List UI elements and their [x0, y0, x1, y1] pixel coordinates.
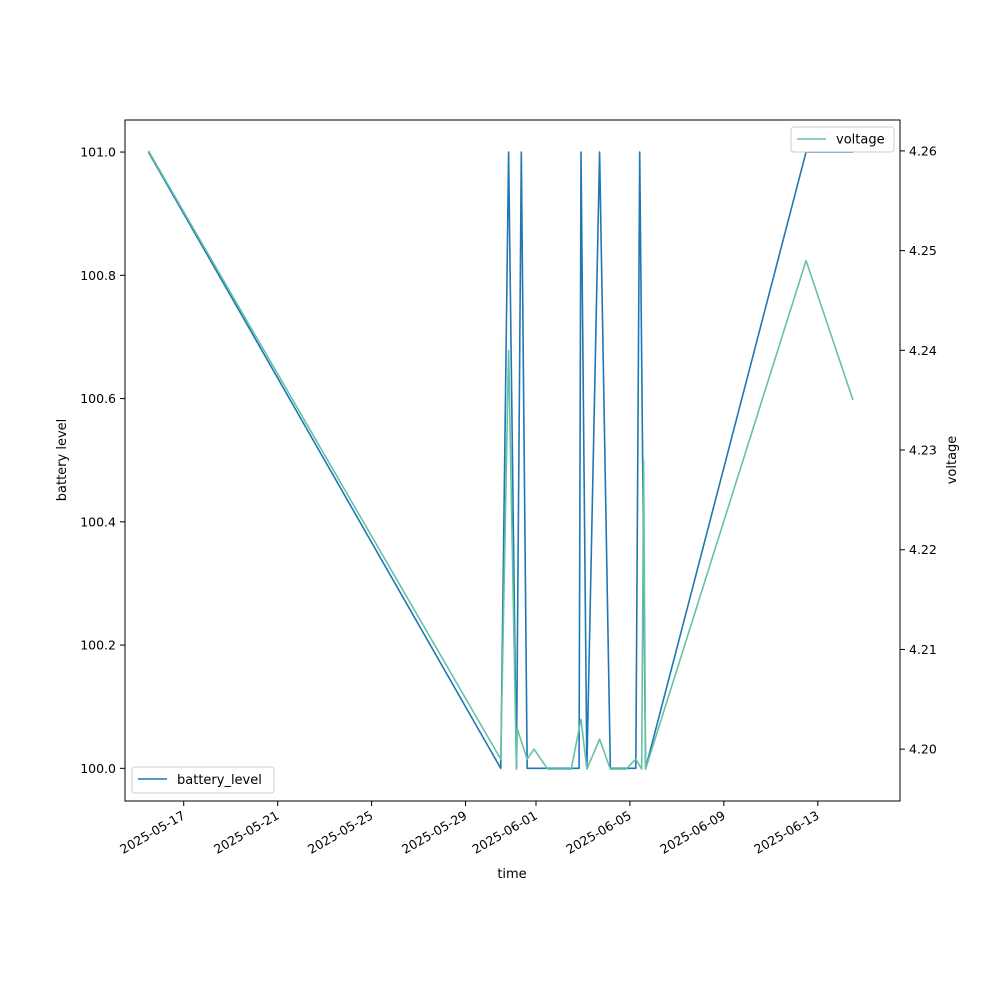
- y-axis-label-left: battery level: [55, 419, 70, 502]
- y-tick-label-right: 4.20: [909, 742, 937, 757]
- series-line-voltage: [147, 150, 854, 770]
- legend-battery-level-label: battery_level: [177, 773, 262, 788]
- y-tick-label-right: 4.22: [909, 542, 937, 557]
- y-tick-label-right: 4.26: [909, 143, 937, 158]
- y-tick-label-left: 100.2: [80, 638, 116, 653]
- y-tick-label-right: 4.25: [909, 243, 937, 258]
- y-tick-label-left: 100.8: [80, 268, 116, 283]
- y-axis-label-right: voltage: [945, 436, 960, 485]
- legend-voltage-label: voltage: [836, 133, 885, 148]
- legend-battery-level: battery_level: [131, 766, 275, 794]
- y-tick-label-left: 101.0: [80, 145, 116, 160]
- y-tick-label-right: 4.24: [909, 343, 937, 358]
- legend-voltage: voltage: [790, 126, 895, 153]
- plot-frame: [124, 119, 901, 802]
- series-line-battery-level: [147, 151, 854, 770]
- y-tick-label-left: 100.6: [80, 391, 116, 406]
- y-tick-label-right: 4.23: [909, 443, 937, 458]
- y-tick-label-left: 100.0: [80, 761, 116, 776]
- x-axis-label: time: [497, 867, 526, 882]
- y-tick-label-right: 4.21: [909, 642, 937, 657]
- y-tick-label-left: 100.4: [80, 514, 116, 529]
